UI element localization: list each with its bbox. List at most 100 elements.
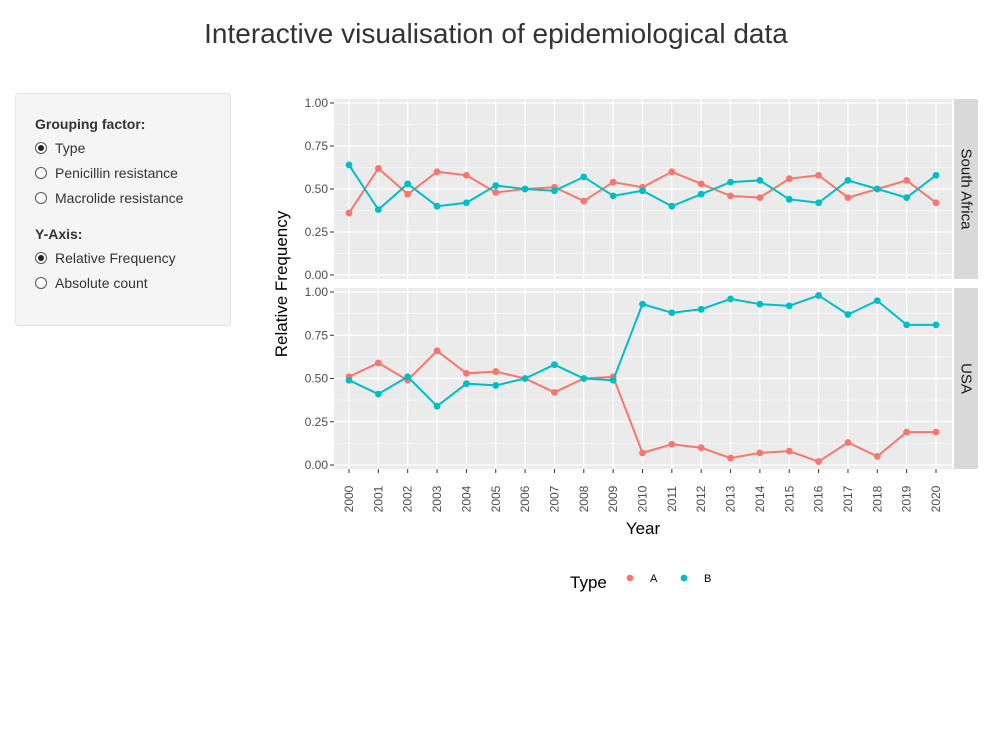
data-point-b[interactable]	[551, 187, 558, 195]
data-point-b[interactable]	[932, 171, 940, 179]
data-point-b[interactable]	[639, 300, 646, 308]
data-point-a[interactable]	[404, 190, 412, 198]
legend-key-b[interactable]	[680, 574, 688, 582]
data-point-b[interactable]	[873, 185, 881, 193]
data-point-a[interactable]	[697, 444, 705, 452]
radio-unchecked-icon[interactable]	[35, 167, 47, 179]
data-point-a[interactable]	[903, 177, 911, 184]
data-point-a[interactable]	[903, 428, 911, 436]
data-point-a[interactable]	[785, 447, 793, 455]
data-point-b[interactable]	[374, 206, 382, 214]
data-point-a[interactable]	[492, 189, 500, 196]
x-tick-label: 2001	[371, 485, 385, 512]
data-point-a[interactable]	[844, 439, 852, 446]
data-point-a[interactable]	[932, 428, 940, 436]
data-point-b[interactable]	[374, 390, 382, 398]
data-point-b[interactable]	[844, 177, 852, 184]
radio-checked-icon[interactable]	[35, 142, 47, 154]
data-point-a[interactable]	[815, 458, 822, 465]
data-point-b[interactable]	[903, 321, 911, 329]
x-tick-label: 2000	[342, 485, 356, 512]
data-point-a[interactable]	[668, 440, 676, 448]
radio-unchecked-icon[interactable]	[35, 192, 47, 204]
data-point-a[interactable]	[668, 168, 676, 176]
x-tick-label: 2009	[606, 485, 620, 512]
data-point-b[interactable]	[345, 161, 353, 169]
radio-grouping-macrolide[interactable]: Macrolide resistance	[35, 188, 183, 208]
data-point-b[interactable]	[551, 361, 558, 369]
data-point-b[interactable]	[433, 402, 441, 410]
data-point-b[interactable]	[580, 375, 588, 382]
data-point-b[interactable]	[521, 185, 529, 193]
y-axis-title: Relative Frequency	[272, 210, 291, 357]
x-tick-label: 2016	[812, 485, 826, 512]
data-point-b[interactable]	[639, 187, 646, 195]
data-point-b[interactable]	[815, 199, 822, 207]
data-point-b[interactable]	[521, 375, 529, 382]
data-point-b[interactable]	[844, 311, 852, 318]
data-point-a[interactable]	[697, 180, 705, 188]
radio-grouping-penicillin[interactable]: Penicillin resistance	[35, 163, 178, 183]
data-point-b[interactable]	[815, 292, 822, 299]
data-point-a[interactable]	[756, 449, 764, 457]
radio-yaxis-relative[interactable]: Relative Frequency	[35, 248, 176, 268]
data-point-a[interactable]	[609, 178, 617, 186]
data-point-b[interactable]	[727, 178, 734, 186]
data-point-b[interactable]	[727, 295, 734, 303]
y-tick-label: 0.25	[305, 225, 329, 239]
data-point-b[interactable]	[404, 373, 412, 381]
legend-label-a: A	[650, 573, 658, 585]
data-point-b[interactable]	[668, 309, 676, 317]
radio-grouping-type[interactable]: Type	[35, 138, 85, 158]
data-point-b[interactable]	[433, 202, 441, 210]
data-point-a[interactable]	[374, 359, 382, 367]
data-point-b[interactable]	[492, 182, 500, 189]
data-point-a[interactable]	[463, 369, 470, 377]
facet-label: South Africa	[958, 149, 975, 231]
data-point-b[interactable]	[785, 302, 793, 310]
data-point-b[interactable]	[463, 199, 470, 207]
data-point-b[interactable]	[609, 376, 617, 384]
data-point-b[interactable]	[785, 195, 793, 203]
data-point-a[interactable]	[345, 209, 353, 217]
radio-unchecked-icon[interactable]	[35, 277, 47, 289]
data-point-a[interactable]	[433, 347, 441, 355]
data-point-a[interactable]	[756, 194, 764, 202]
radio-label: Penicillin resistance	[55, 165, 178, 181]
data-point-b[interactable]	[404, 180, 412, 188]
data-point-a[interactable]	[492, 368, 500, 375]
radio-checked-icon[interactable]	[35, 252, 47, 264]
data-point-a[interactable]	[463, 171, 470, 179]
legend-key-a[interactable]	[626, 574, 634, 582]
data-point-b[interactable]	[580, 173, 588, 181]
data-point-a[interactable]	[551, 388, 558, 396]
data-point-b[interactable]	[345, 376, 353, 384]
data-point-b[interactable]	[903, 194, 911, 202]
data-point-a[interactable]	[844, 194, 852, 202]
data-point-b[interactable]	[697, 305, 705, 313]
data-point-b[interactable]	[668, 202, 676, 210]
data-point-a[interactable]	[374, 164, 382, 172]
data-point-a[interactable]	[727, 192, 734, 200]
radio-yaxis-absolute[interactable]: Absolute count	[35, 273, 148, 293]
data-point-a[interactable]	[932, 199, 940, 207]
data-point-a[interactable]	[580, 197, 588, 205]
y-tick-label: 0.25	[305, 415, 329, 429]
data-point-b[interactable]	[873, 297, 881, 305]
x-tick-label: 2015	[782, 485, 796, 512]
data-point-b[interactable]	[609, 192, 617, 200]
data-point-a[interactable]	[873, 452, 881, 460]
data-point-b[interactable]	[932, 321, 940, 329]
data-point-b[interactable]	[756, 300, 764, 308]
data-point-b[interactable]	[697, 190, 705, 198]
data-point-a[interactable]	[639, 449, 646, 457]
data-point-a[interactable]	[433, 168, 441, 176]
radio-label: Absolute count	[55, 275, 148, 291]
data-point-a[interactable]	[727, 454, 734, 462]
data-point-b[interactable]	[756, 177, 764, 184]
data-point-b[interactable]	[463, 380, 470, 388]
data-point-a[interactable]	[785, 175, 793, 183]
data-point-b[interactable]	[492, 382, 500, 389]
data-point-a[interactable]	[815, 171, 822, 179]
